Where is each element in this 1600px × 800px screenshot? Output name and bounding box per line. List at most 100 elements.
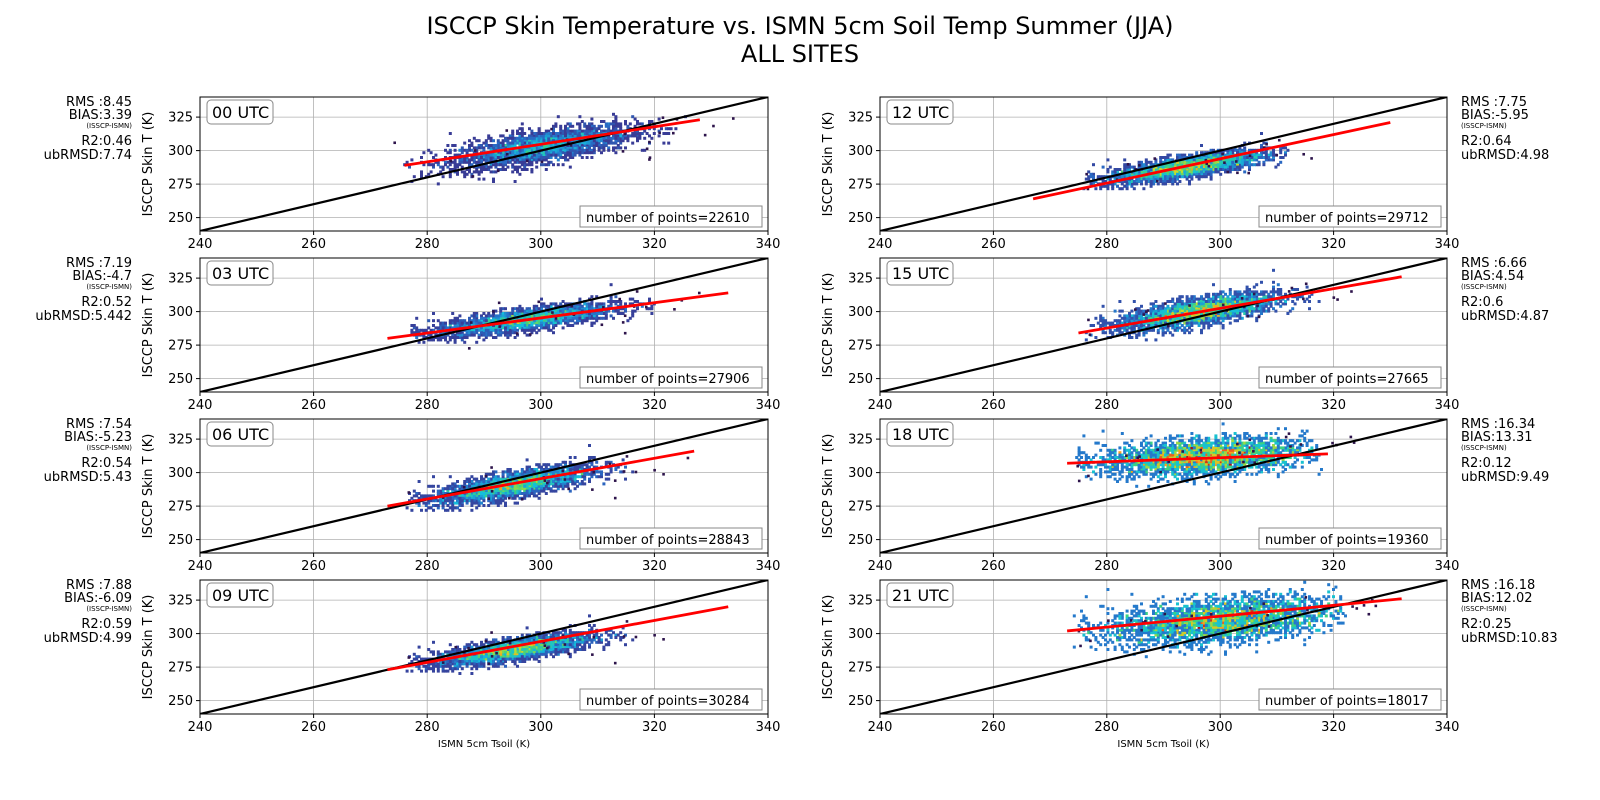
density-cell xyxy=(537,307,541,311)
density-cell xyxy=(506,477,510,481)
density-cell xyxy=(564,156,567,159)
density-cell xyxy=(600,640,603,644)
density-cell xyxy=(1188,172,1191,176)
density-cell xyxy=(499,312,503,315)
density-cell xyxy=(525,136,529,140)
density-cell xyxy=(1140,160,1143,164)
density-cell xyxy=(410,324,414,327)
density-cell xyxy=(1243,153,1247,157)
density-cell xyxy=(554,144,558,147)
density-cell xyxy=(484,144,488,147)
density-cell xyxy=(496,496,500,500)
density-cell xyxy=(470,496,474,500)
density-cell xyxy=(554,132,558,135)
density-cell xyxy=(1142,331,1146,335)
density-cell xyxy=(475,496,479,500)
density-cell xyxy=(1176,316,1179,320)
density-cell xyxy=(1233,165,1237,169)
y-tick-label: 325 xyxy=(168,111,193,126)
density-cell xyxy=(580,636,584,639)
panel-label-text: 06 UTC xyxy=(212,425,269,444)
density-cell xyxy=(1180,160,1184,164)
density-cell xyxy=(518,172,522,176)
density-cell xyxy=(578,302,582,306)
density-cell xyxy=(513,160,517,164)
density-cell xyxy=(508,141,512,145)
density-cell xyxy=(1166,300,1170,303)
density-cell xyxy=(559,477,563,481)
density-cell xyxy=(619,122,623,126)
density-cell xyxy=(561,132,565,135)
density-cell xyxy=(492,499,495,503)
density-cell xyxy=(616,144,620,147)
density-cell xyxy=(585,148,589,152)
density-cell xyxy=(1202,312,1206,315)
density-cell xyxy=(607,477,611,481)
density-cell xyxy=(1104,184,1107,188)
density-cell xyxy=(1156,175,1160,179)
density-cell xyxy=(1183,163,1187,167)
density-cell xyxy=(619,312,623,315)
density-cell xyxy=(532,328,536,332)
density-cell xyxy=(484,156,488,159)
density-cell xyxy=(501,324,505,327)
density-cell xyxy=(520,470,524,474)
density-cell xyxy=(1190,300,1194,303)
density-cell xyxy=(564,645,567,649)
density-cell xyxy=(451,336,455,339)
density-cell xyxy=(1168,172,1172,176)
density-cell xyxy=(590,127,594,131)
density-cell xyxy=(590,470,594,474)
density-cell xyxy=(504,326,507,330)
outlier-point xyxy=(661,116,665,119)
density-cell xyxy=(580,148,584,152)
stats-block: RMS :7.75BIAS:-5.95(ISSCP-ISMN)R2:0.64ub… xyxy=(1461,95,1549,163)
density-cell xyxy=(537,328,541,332)
density-cloud xyxy=(1084,268,1353,342)
density-cell xyxy=(516,501,519,505)
density-cell xyxy=(588,146,591,150)
density-cell xyxy=(494,501,498,505)
density-cell xyxy=(1159,160,1163,164)
density-cell xyxy=(460,146,464,150)
density-cell xyxy=(480,316,483,320)
density-cell xyxy=(499,326,503,330)
density-cell xyxy=(602,146,606,150)
density-cell xyxy=(576,319,579,323)
density-cell xyxy=(595,636,599,639)
density-cell xyxy=(506,144,510,147)
density-cell xyxy=(590,316,594,320)
density-cell xyxy=(432,156,435,159)
density-cell xyxy=(580,480,584,483)
density-cell xyxy=(1149,177,1153,181)
density-cell xyxy=(530,163,534,167)
density-cell xyxy=(578,134,582,138)
density-cell xyxy=(439,336,443,339)
density-cell xyxy=(506,643,510,647)
density-cell xyxy=(1250,314,1254,318)
density-cell xyxy=(518,655,522,659)
outlier-point xyxy=(686,456,690,460)
outlier-point xyxy=(1226,170,1230,174)
density-cell xyxy=(513,472,517,476)
density-cell xyxy=(1118,300,1122,303)
density-cell xyxy=(597,636,601,639)
density-cell xyxy=(1207,314,1211,318)
density-cell xyxy=(420,328,423,332)
density-cell xyxy=(561,487,565,491)
density-cell xyxy=(1164,156,1167,159)
density-cell xyxy=(542,645,546,649)
density-cell xyxy=(453,158,457,162)
density-cell xyxy=(1272,295,1275,299)
density-cell xyxy=(492,316,495,320)
density-cell xyxy=(525,139,529,143)
density-cell xyxy=(1171,312,1175,315)
density-cell xyxy=(492,645,495,649)
density-cell xyxy=(1243,290,1247,294)
density-cell xyxy=(499,643,503,647)
density-cell xyxy=(525,321,529,325)
density-cell xyxy=(537,482,541,486)
density-cell xyxy=(607,141,611,145)
density-cell xyxy=(1212,304,1215,308)
density-cell xyxy=(612,300,615,303)
